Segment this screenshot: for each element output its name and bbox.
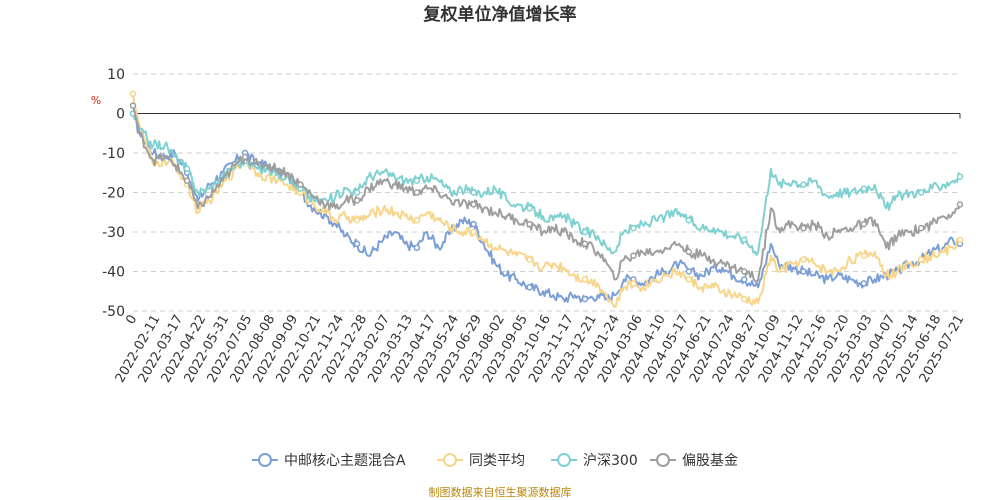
data-point xyxy=(740,295,748,303)
data-point xyxy=(860,220,868,228)
data-point xyxy=(526,205,533,212)
legend-marker xyxy=(258,453,272,467)
data-point xyxy=(740,276,748,283)
data-point xyxy=(685,216,693,224)
data-point xyxy=(413,177,421,184)
data-point xyxy=(800,224,807,232)
data-point xyxy=(353,197,361,204)
axes xyxy=(133,113,961,119)
data-point xyxy=(470,228,477,236)
data-point xyxy=(241,153,249,161)
grid-lines xyxy=(133,73,960,312)
data-point xyxy=(800,256,807,263)
legend-label: 沪深300 xyxy=(583,453,638,469)
data-point xyxy=(353,189,361,196)
x-tick-label: 0 xyxy=(123,313,140,328)
legend-item[interactable]: 沪深300 xyxy=(551,453,638,469)
legend-label: 同类平均 xyxy=(469,453,525,469)
data-point xyxy=(917,189,925,196)
data-point xyxy=(630,224,637,232)
data-point xyxy=(860,252,868,259)
data-source-note: 制图数据来自恒生聚源数据库 xyxy=(429,485,572,499)
data-point xyxy=(917,256,925,263)
legend-item[interactable]: 同类平均 xyxy=(437,453,525,469)
data-point xyxy=(581,295,589,303)
data-point xyxy=(740,268,748,275)
chart-title: 复权单位净值增长率 xyxy=(423,4,577,25)
data-point xyxy=(581,228,589,236)
legend-label: 偏股基金 xyxy=(682,452,738,469)
legend-marker xyxy=(443,453,457,467)
data-point xyxy=(470,220,477,228)
data-point xyxy=(956,173,964,180)
y-tick-label: -10 xyxy=(102,146,125,162)
data-point xyxy=(800,268,807,275)
data-point xyxy=(581,276,589,283)
y-tick-label: -20 xyxy=(102,186,125,202)
data-point xyxy=(685,276,693,283)
data-point xyxy=(129,90,137,98)
data-point xyxy=(183,165,191,173)
data-point xyxy=(630,280,637,287)
series-line xyxy=(132,105,961,283)
legend-marker xyxy=(656,453,670,467)
data-point xyxy=(630,252,637,259)
data-point xyxy=(685,248,693,256)
x-axis-ticks: 02022-02-112022-03-172022-04-222022-05-3… xyxy=(113,312,968,385)
data-point xyxy=(413,189,421,196)
data-point xyxy=(353,240,361,248)
series-line xyxy=(132,93,961,308)
legend-item[interactable]: 偏股基金 xyxy=(650,452,738,469)
data-point xyxy=(956,236,964,244)
data-point xyxy=(860,185,868,192)
data-point xyxy=(526,284,533,291)
data-point xyxy=(526,256,533,263)
data-point xyxy=(956,201,964,208)
data-point xyxy=(581,240,589,248)
y-tick-label: -40 xyxy=(102,265,125,281)
data-point xyxy=(685,268,693,275)
data-point xyxy=(413,216,421,224)
series-line xyxy=(132,113,961,256)
data-point xyxy=(353,216,361,224)
data-point xyxy=(297,181,304,188)
data-point xyxy=(183,177,191,184)
legend-marker xyxy=(557,453,571,467)
legend[interactable]: 中邮核心主题混合A 同类平均 沪深300 偏股基金 xyxy=(252,452,738,469)
data-point xyxy=(740,236,748,244)
y-tick-label: 0 xyxy=(116,107,125,123)
data-point xyxy=(860,280,868,287)
y-axis-unit: % xyxy=(91,94,101,107)
data-point xyxy=(129,102,137,109)
legend-item[interactable]: 中邮核心主题混合A xyxy=(252,453,406,469)
series-line xyxy=(132,112,961,303)
data-point xyxy=(470,189,477,196)
y-axis-ticks: 10 0 -10 -20 -30 -40 -50 xyxy=(102,67,125,320)
data-point xyxy=(470,201,477,208)
data-point xyxy=(413,244,421,252)
y-tick-label: 10 xyxy=(107,67,125,83)
data-point xyxy=(917,224,925,232)
y-tick-label: -30 xyxy=(102,225,125,241)
data-point xyxy=(526,220,533,228)
data-point xyxy=(800,181,807,188)
series-lines xyxy=(129,90,964,308)
y-tick-label: -50 xyxy=(102,304,125,320)
legend-label: 中邮核心主题混合A xyxy=(284,453,406,469)
